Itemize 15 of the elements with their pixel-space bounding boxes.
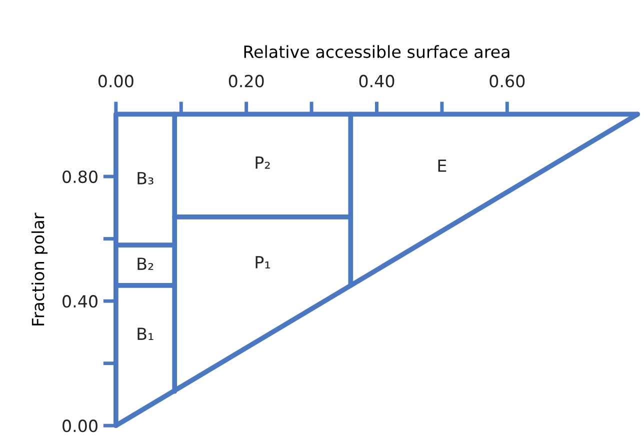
- x-axis-title: Relative accessible surface area: [244, 45, 510, 58]
- x-tick-label: 0.20: [228, 74, 264, 88]
- annotation: P₁: [256, 256, 270, 268]
- y-tick-label: 0.00: [62, 420, 98, 432]
- annotation: B₃: [138, 172, 154, 184]
- y-axis-title: Fraction polar: [31, 212, 48, 326]
- y-tick-label: 0.80: [62, 170, 98, 184]
- x-tick-label: 0.60: [490, 74, 525, 88]
- annotation: P₂: [256, 156, 270, 169]
- annotation: B₂: [138, 258, 154, 270]
- y-tick-label: 0.40: [62, 295, 98, 308]
- annotation: E: [438, 160, 446, 172]
- annotation: B₁: [138, 328, 154, 340]
- x-tick-label: 0.00: [98, 74, 134, 88]
- x-tick-label: 0.40: [359, 74, 394, 88]
